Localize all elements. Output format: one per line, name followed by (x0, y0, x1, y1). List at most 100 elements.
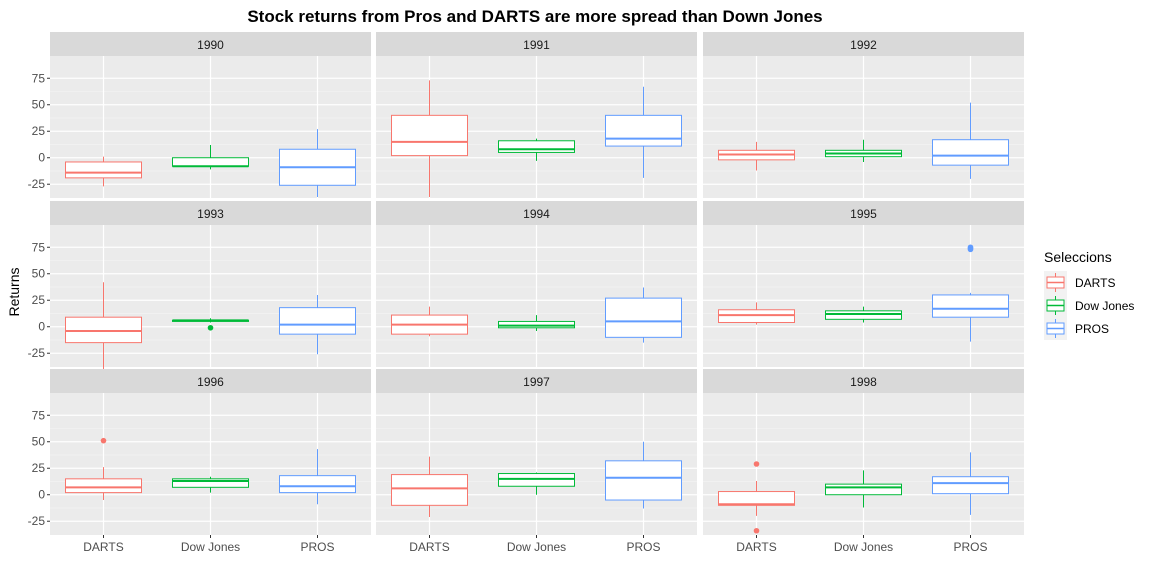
facet-label: 1992 (850, 38, 877, 52)
facet-label: 1995 (850, 207, 877, 221)
box-iqr (65, 316, 142, 344)
outlier-point (100, 437, 107, 444)
box-iqr (932, 476, 1009, 495)
legend-label: PROS (1075, 322, 1109, 336)
box-iqr (605, 297, 682, 338)
facet-1997: 1997 DARTS Dow Jones PROS (376, 369, 697, 554)
facet-strip (376, 201, 697, 225)
box-iqr (718, 491, 795, 506)
box-pros (932, 244, 1009, 342)
y-tick-label: 75 (32, 240, 46, 254)
y-tick-label: 0 (38, 151, 45, 165)
y-tick-label: 75 (32, 71, 46, 85)
box-iqr (172, 157, 249, 167)
box-dow-jones (172, 476, 249, 493)
box-dow-jones (172, 318, 249, 331)
facet-1996: 1996 -25 0 25 50 75 DARTS Dow Jones PROS (28, 369, 371, 554)
y-tick-label: -25 (28, 177, 46, 191)
box-darts (718, 302, 795, 325)
facet-strip (376, 32, 697, 56)
box-iqr (932, 139, 1009, 166)
y-tick-label: 75 (32, 408, 46, 422)
box-darts (718, 141, 795, 171)
x-tick-label: Dow Jones (507, 540, 566, 554)
x-tick-label: DARTS (83, 540, 123, 554)
outlier-point (207, 324, 214, 331)
box-iqr (825, 483, 902, 496)
facet-label: 1998 (850, 375, 877, 389)
box-darts (391, 456, 468, 517)
y-tick-label: 25 (32, 124, 46, 138)
box-iqr (498, 140, 575, 153)
box-iqr (605, 460, 682, 501)
box-iqr (279, 307, 356, 335)
facet-strip (376, 369, 697, 393)
box-darts (391, 306, 468, 337)
box-dow-jones (498, 472, 575, 495)
x-tick-label: DARTS (736, 540, 776, 554)
legend: Seleccions DARTS Dow Jones PROS (1044, 249, 1134, 340)
facet-strip (703, 32, 1024, 56)
outlier-point (967, 244, 974, 251)
y-axis-title: Returns (6, 267, 22, 316)
box-pros (279, 449, 356, 505)
x-tick-label: DARTS (409, 540, 449, 554)
box-darts (65, 282, 142, 372)
legend-item-pros: PROS (1044, 317, 1109, 340)
outlier-point (753, 461, 760, 467)
box-darts (65, 437, 142, 501)
box-pros (932, 452, 1009, 515)
y-tick-label: -25 (28, 514, 46, 528)
box-darts (391, 80, 468, 197)
facet-1998: 1998 DARTS Dow Jones PROS (703, 369, 1024, 554)
facet-strip (50, 32, 371, 56)
y-tick-label: 50 (32, 267, 46, 281)
box-dow-jones (498, 138, 575, 161)
facet-label: 1994 (523, 207, 550, 221)
legend-title: Seleccions (1044, 249, 1112, 265)
y-tick-label: 50 (32, 435, 46, 449)
box-pros (605, 287, 682, 343)
facet-label: 1996 (197, 375, 224, 389)
box-iqr (391, 474, 468, 506)
x-tick-label: PROS (626, 540, 660, 554)
box-iqr (279, 475, 356, 494)
box-iqr (605, 114, 682, 147)
box-darts (718, 461, 795, 534)
box-iqr (718, 309, 795, 323)
y-tick-label: 0 (38, 488, 45, 502)
facet-strip (703, 369, 1024, 393)
y-tick-label: 25 (32, 293, 46, 307)
box-pros (932, 102, 1009, 179)
box-pros (279, 129, 356, 197)
legend-label: Dow Jones (1075, 299, 1134, 313)
box-darts (65, 156, 142, 187)
legend-item-darts: DARTS (1044, 271, 1115, 294)
legend-item-dow-jones: Dow Jones (1044, 294, 1134, 317)
legend-label: DARTS (1075, 276, 1115, 290)
x-tick-label: Dow Jones (834, 540, 893, 554)
facet-1990: 1990 -25 0 25 50 75 (28, 32, 371, 198)
box-dow-jones (825, 139, 902, 162)
box-iqr (65, 161, 142, 179)
box-pros (279, 294, 356, 355)
box-iqr (498, 473, 575, 487)
facet-1993: 1993 -25 0 25 50 75 (28, 201, 371, 372)
facet-label: 1993 (197, 207, 224, 221)
facet-strip (50, 201, 371, 225)
box-iqr (825, 310, 902, 320)
facet-1995: 1995 (703, 201, 1024, 367)
facet-label: 1990 (197, 38, 224, 52)
box-iqr (498, 320, 575, 329)
facet-strip (50, 369, 371, 393)
facet-label: 1997 (523, 375, 550, 389)
facet-1994: 1994 (376, 201, 697, 367)
y-tick-label: 25 (32, 461, 46, 475)
box-pros (605, 86, 682, 178)
facet-label: 1991 (523, 38, 550, 52)
outlier-point (753, 527, 760, 534)
y-tick-label: 0 (38, 320, 45, 334)
chart-title: Stock returns from Pros and DARTS are mo… (247, 7, 822, 26)
facet-1991: 1991 (376, 32, 697, 198)
